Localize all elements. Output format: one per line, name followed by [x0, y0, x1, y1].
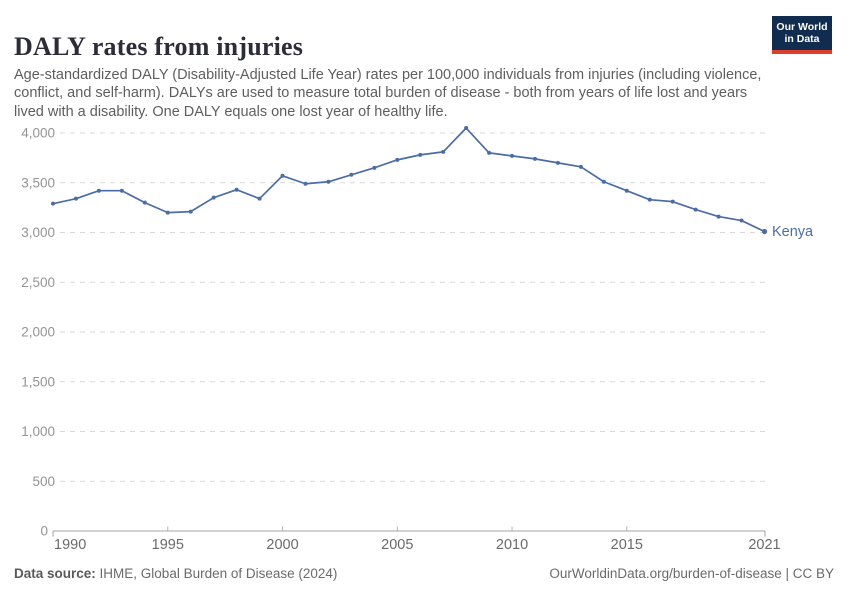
data-point [73, 196, 78, 201]
data-point [326, 179, 331, 184]
y-axis-tick-label: 1,500 [21, 374, 55, 389]
data-point [395, 157, 400, 162]
chart-subtitle: Age-standardized DALY (Disability-Adjust… [14, 66, 762, 120]
data-point [349, 172, 354, 177]
data-point [739, 218, 744, 223]
footer: Data source: IHME, Global Burden of Dise… [14, 566, 834, 581]
data-point [165, 210, 170, 215]
data-point [280, 173, 285, 178]
data-point [647, 197, 652, 202]
data-point [234, 187, 239, 192]
y-axis-tick-label: 3,500 [21, 175, 55, 190]
data-point [670, 199, 675, 204]
owid-logo-line1: Our World [776, 21, 828, 33]
data-source-text: IHME, Global Burden of Disease (2024) [99, 566, 338, 581]
data-point [510, 153, 515, 158]
x-axis-tick-label: 2010 [496, 537, 528, 553]
x-axis-tick-label: 2021 [748, 537, 780, 553]
owid-logo-line2: in Data [784, 33, 820, 45]
y-axis-tick-label: 3,000 [21, 225, 55, 240]
data-point [119, 188, 124, 193]
y-axis-tick-label: 0 [40, 524, 48, 539]
y-axis-tick-label: 2,000 [21, 325, 55, 340]
data-point [303, 181, 308, 186]
data-point [142, 200, 147, 205]
data-point [716, 214, 721, 219]
data-point [188, 209, 193, 214]
data-point [257, 196, 262, 201]
data-point [211, 195, 216, 200]
y-axis-tick-label: 500 [32, 474, 55, 489]
data-point [418, 152, 423, 157]
x-axis-tick-label: 1990 [54, 537, 86, 553]
data-source: Data source: IHME, Global Burden of Dise… [14, 566, 337, 581]
data-point [532, 156, 537, 161]
x-axis-tick-label: 2005 [381, 537, 413, 553]
data-point [578, 164, 583, 169]
data-point [372, 165, 377, 170]
data-point [601, 179, 606, 184]
license-link[interactable]: OurWorldinData.org/burden-of-disease | C… [549, 566, 834, 581]
chart-title: DALY rates from injuries [14, 32, 304, 62]
series-line [52, 127, 766, 233]
x-axis-tick-label: 1995 [152, 537, 184, 553]
y-axis-tick-label: 2,500 [21, 275, 55, 290]
series-end-label: Kenya [772, 224, 814, 240]
data-point [51, 201, 55, 206]
data-point [761, 228, 768, 235]
y-axis-tick-label: 1,000 [21, 424, 55, 439]
y-axis-tick-label: 4,000 [21, 126, 55, 141]
x-axis-tick-label: 2015 [611, 537, 643, 553]
data-point [441, 149, 446, 154]
data-point [487, 150, 492, 155]
data-point [624, 188, 629, 193]
data-point [693, 207, 698, 212]
x-axis-tick-label: 2000 [266, 537, 298, 553]
owid-logo[interactable]: Our World in Data [772, 16, 832, 54]
data-point [555, 160, 560, 165]
data-source-label: Data source: [14, 566, 96, 581]
data-point [96, 188, 101, 193]
data-point [464, 126, 469, 131]
